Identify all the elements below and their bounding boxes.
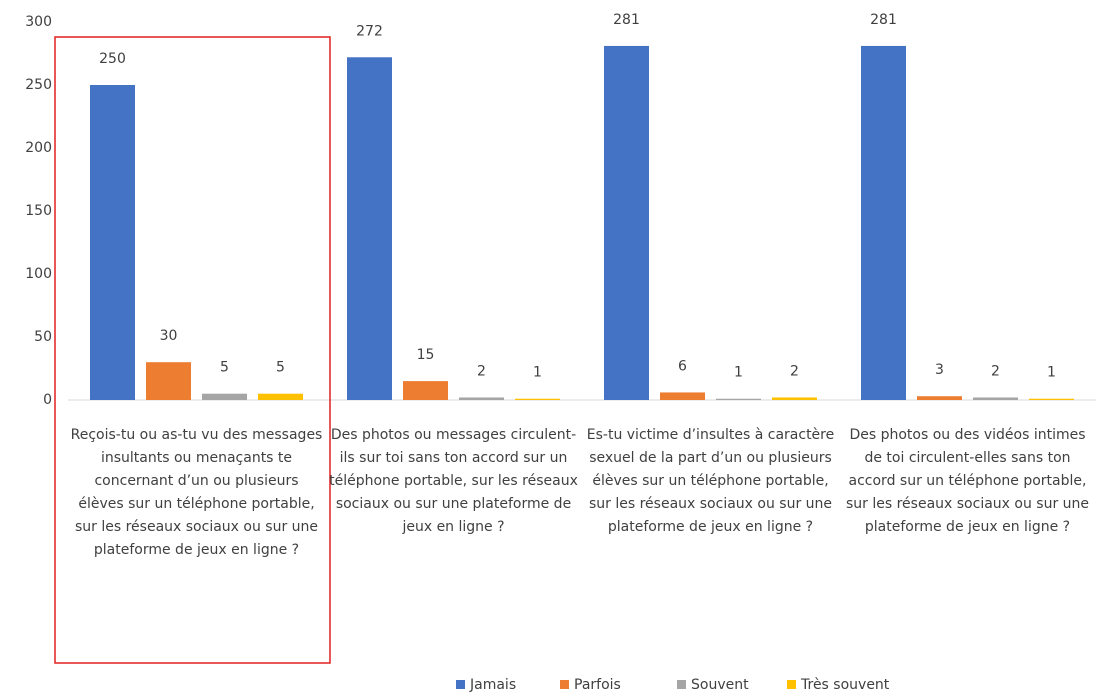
legend-swatch	[787, 680, 796, 689]
bar	[146, 362, 191, 400]
value-label: 1	[533, 365, 542, 381]
legend-swatch	[456, 680, 465, 689]
value-label: 6	[678, 358, 687, 374]
legend-label: Jamais	[469, 677, 516, 693]
legend-label: Très souvent	[800, 677, 890, 693]
value-label: 281	[870, 12, 897, 28]
y-tick-label: 100	[25, 266, 52, 282]
value-label: 3	[935, 362, 944, 378]
bar	[403, 381, 448, 400]
value-label: 281	[613, 12, 640, 28]
bar	[604, 45, 649, 400]
value-label: 30	[160, 328, 178, 344]
x-tick-label: Des photos ou des vidéos intimes de toi …	[845, 427, 1090, 535]
legend-swatch	[677, 680, 686, 689]
value-label: 1	[734, 365, 743, 381]
value-label: 2	[991, 363, 1000, 379]
x-tick-label: Des photos ou messages circulent-ils sur…	[329, 427, 578, 535]
value-label: 5	[276, 360, 285, 376]
bar	[973, 397, 1018, 400]
value-label: 250	[99, 51, 126, 67]
bar	[515, 398, 560, 400]
bar	[861, 45, 906, 400]
value-label: 1	[1047, 365, 1056, 381]
value-label: 15	[417, 347, 435, 363]
value-label: 5	[220, 360, 229, 376]
bar	[347, 57, 392, 400]
y-tick-label: 300	[25, 14, 52, 30]
bar	[772, 397, 817, 400]
bar	[459, 397, 504, 400]
bar	[90, 85, 135, 400]
bar	[1029, 398, 1074, 400]
bar	[917, 396, 962, 400]
legend-label: Souvent	[691, 677, 749, 693]
value-label: 2	[477, 363, 486, 379]
bar	[716, 398, 761, 400]
value-label: 2	[790, 363, 799, 379]
bar	[202, 393, 247, 400]
y-tick-label: 150	[25, 203, 52, 219]
bar	[660, 392, 705, 400]
bar	[258, 393, 303, 400]
y-tick-label: 50	[34, 329, 52, 345]
y-tick-label: 200	[25, 140, 52, 156]
x-tick-label: Reçois-tu ou as-tu vu des messages insul…	[70, 427, 323, 558]
y-tick-label: 0	[43, 392, 52, 408]
highlight-box	[54, 36, 331, 664]
x-tick-label: Es-tu victime d’insultes à caractère sex…	[586, 427, 835, 535]
legend-swatch	[560, 680, 569, 689]
y-tick-label: 250	[25, 77, 52, 93]
value-label: 272	[356, 23, 383, 39]
legend-label: Parfois	[574, 677, 621, 693]
